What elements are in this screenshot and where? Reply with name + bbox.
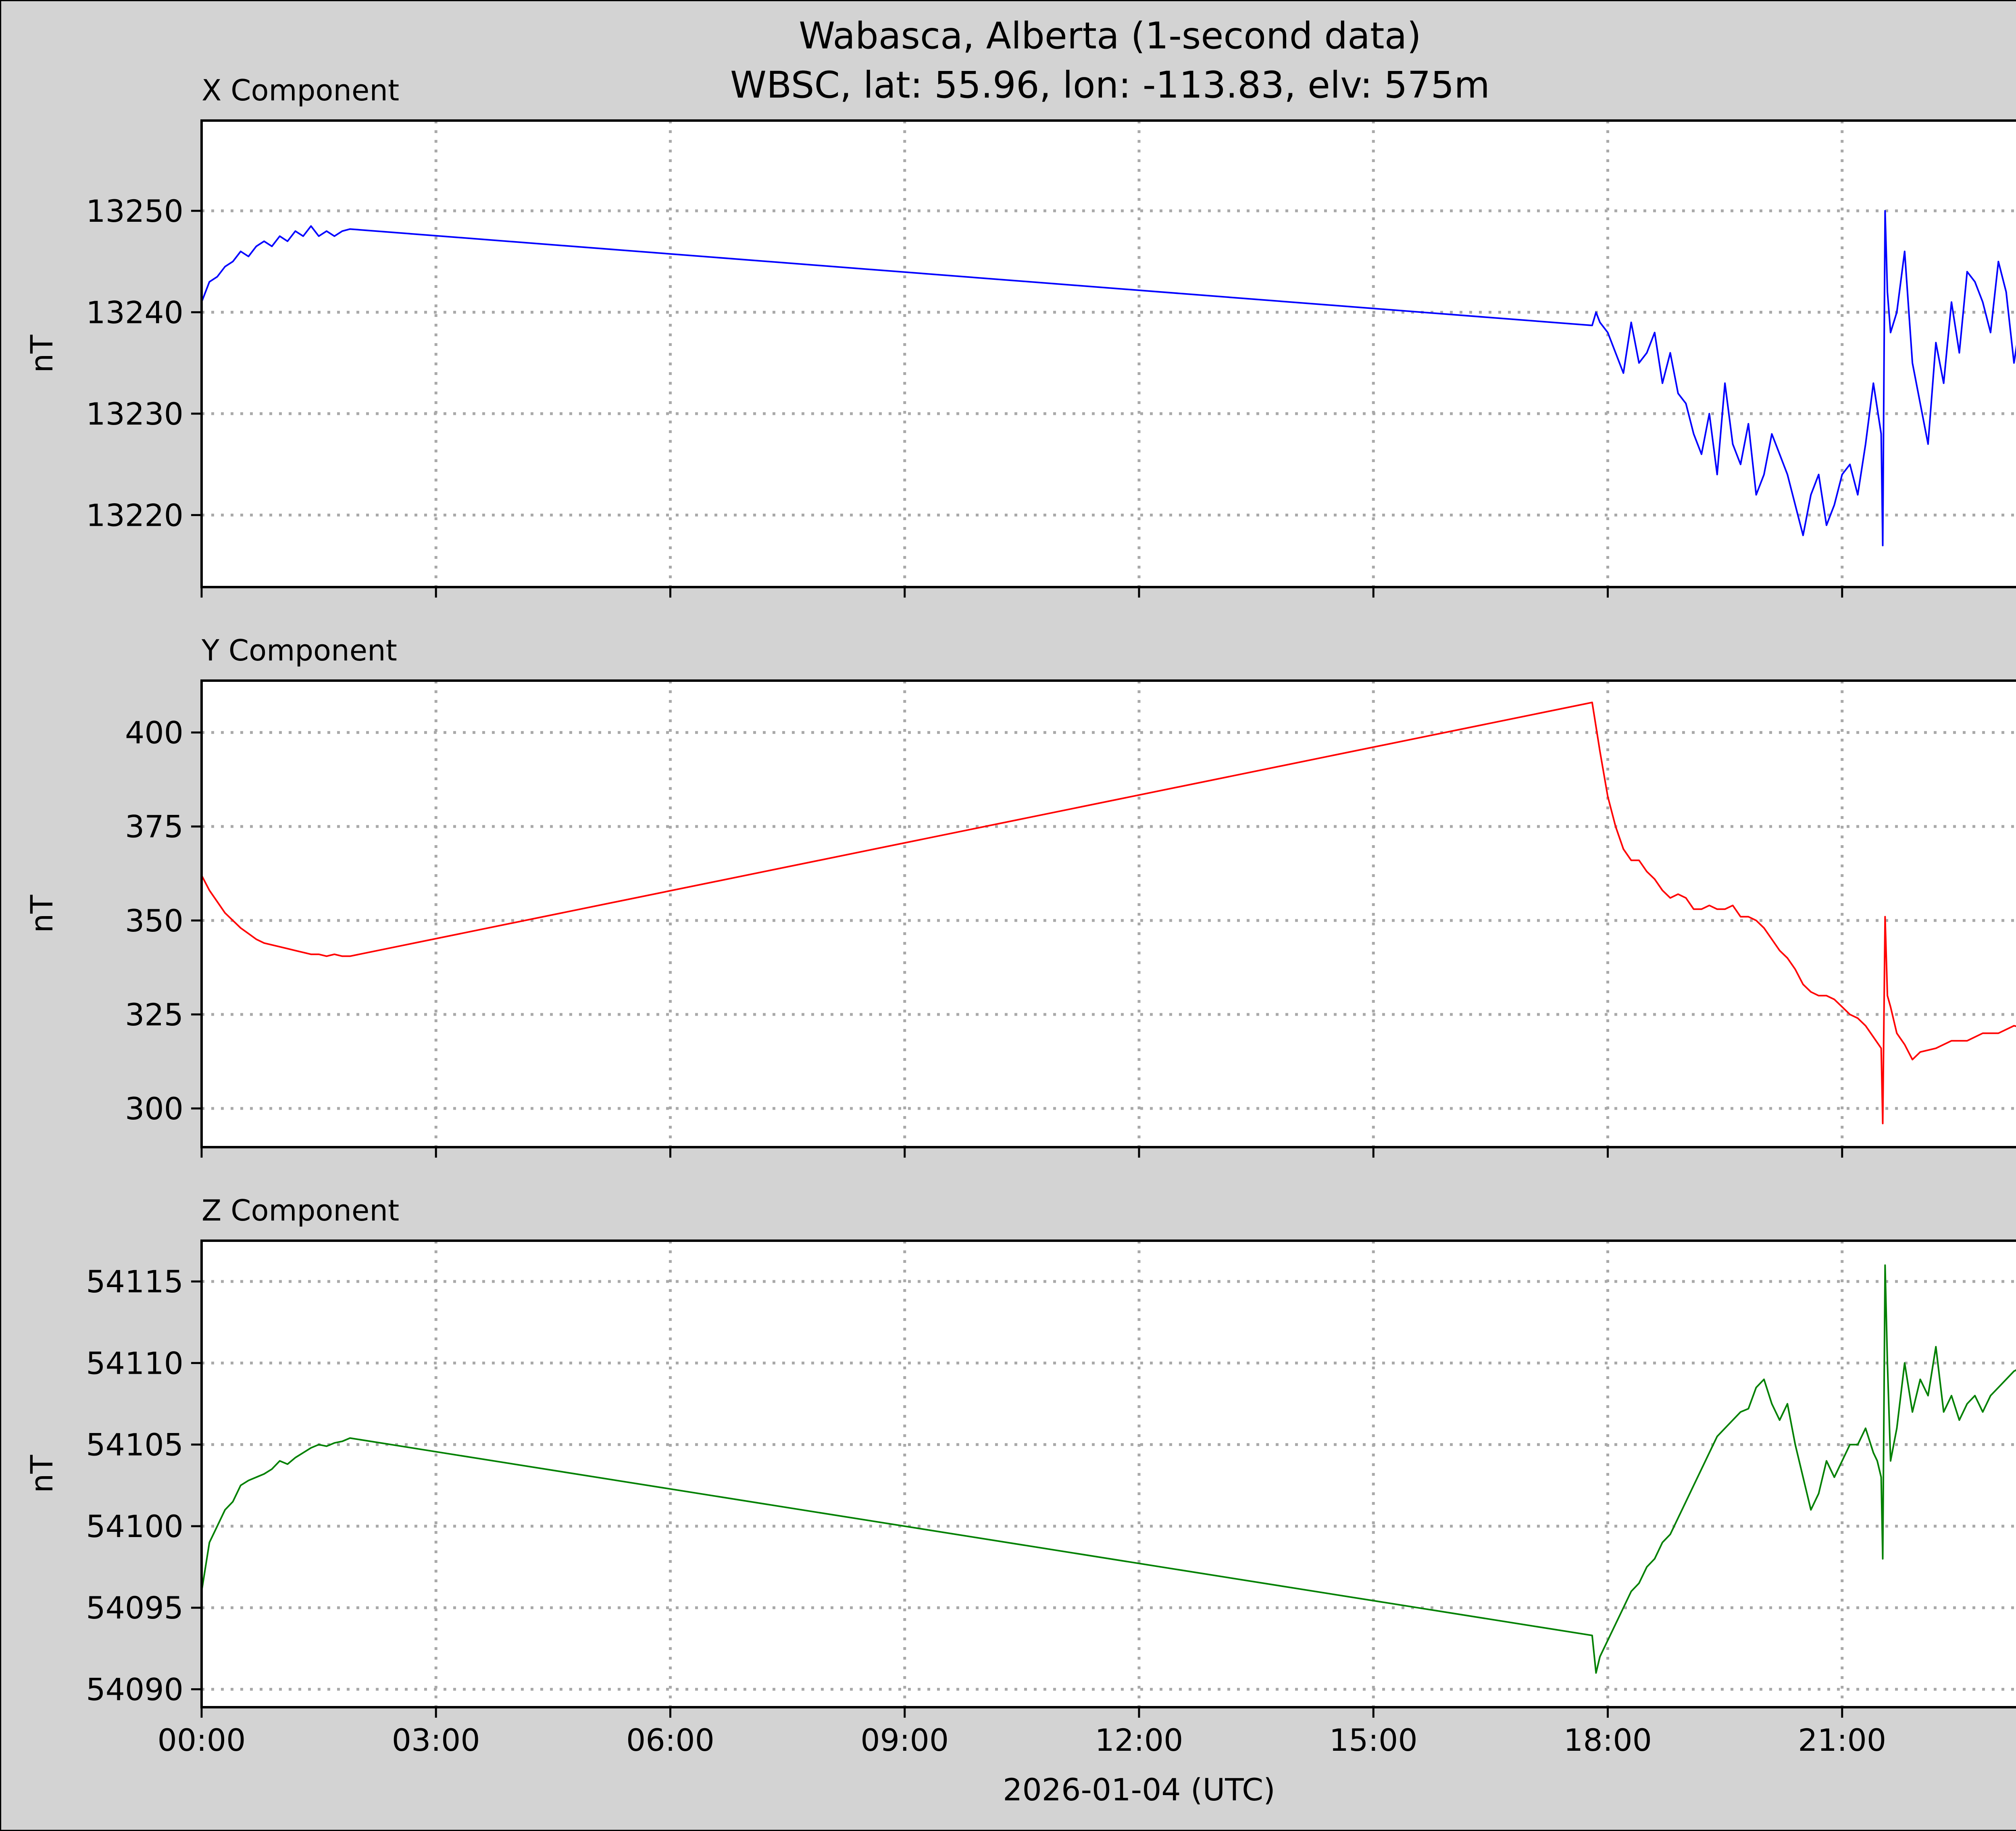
y-component-ytick-label: 300	[125, 1091, 183, 1127]
y-component-series-line	[201, 702, 2016, 1125]
x-axis-label: 2026-01-04 (UTC)	[1003, 1772, 1275, 1808]
y-component-ylabel: nT	[24, 895, 60, 933]
y-component-panel: 300 325 350 375 400 Y Component nT	[24, 633, 2016, 1158]
xtick-label: 00:00	[157, 1722, 246, 1758]
figure-title: Wabasca, Alberta (1-second data)	[799, 15, 1421, 57]
z-component-ytick-label: 54115	[86, 1264, 183, 1300]
y-component-ytick-label: 350	[125, 903, 183, 939]
xtick-label: 09:00	[860, 1722, 949, 1758]
z-component-ytick-label: 54105	[86, 1427, 183, 1463]
x-component-ytick-label: 13250	[86, 193, 183, 229]
y-component-plot-area	[202, 681, 2016, 1147]
x-component-ytick-label: 13240	[86, 294, 183, 330]
y-component-ytick-label: 375	[125, 809, 183, 845]
x-component-plot-area	[202, 121, 2016, 587]
xtick-label: 18:00	[1564, 1722, 1652, 1758]
z-component-series-line	[201, 1264, 2016, 1674]
xtick-label: 12:00	[1095, 1722, 1183, 1758]
z-component-ytick-label: 54100	[86, 1508, 183, 1544]
xtick-label: 06:00	[626, 1722, 714, 1758]
x-component-series-line	[201, 210, 2016, 546]
x-component-title: X Component	[202, 73, 399, 107]
x-component-panel: 13220 13230 13240 13250 X Component nT	[24, 73, 2016, 598]
xtick-label: 03:00	[392, 1722, 480, 1758]
figure-subtitle: WBSC, lat: 55.96, lon: -113.83, elv: 575…	[730, 64, 1490, 106]
x-component-ytick-label: 13230	[86, 396, 183, 432]
z-component-ytick-label: 54090	[86, 1672, 183, 1708]
z-component-ytick-label: 54095	[86, 1590, 183, 1626]
y-component-ytick-label: 400	[125, 715, 183, 751]
z-component-ytick-label: 54110	[86, 1345, 183, 1381]
x-component-ylabel: nT	[24, 335, 60, 373]
xtick-label: 21:00	[1798, 1722, 1886, 1758]
z-component-title: Z Component	[202, 1194, 399, 1227]
y-component-ytick-label: 325	[125, 997, 183, 1033]
xtick-label: 15:00	[1329, 1722, 1418, 1758]
z-component-plot-area	[202, 1241, 2016, 1707]
y-component-title: Y Component	[201, 633, 397, 667]
z-component-panel: 54090 54095 54100 54105 54110 54115 00:00 03:00…	[24, 1194, 2016, 1758]
z-component-ylabel: nT	[24, 1455, 60, 1493]
x-component-ytick-label: 13220	[86, 497, 183, 533]
